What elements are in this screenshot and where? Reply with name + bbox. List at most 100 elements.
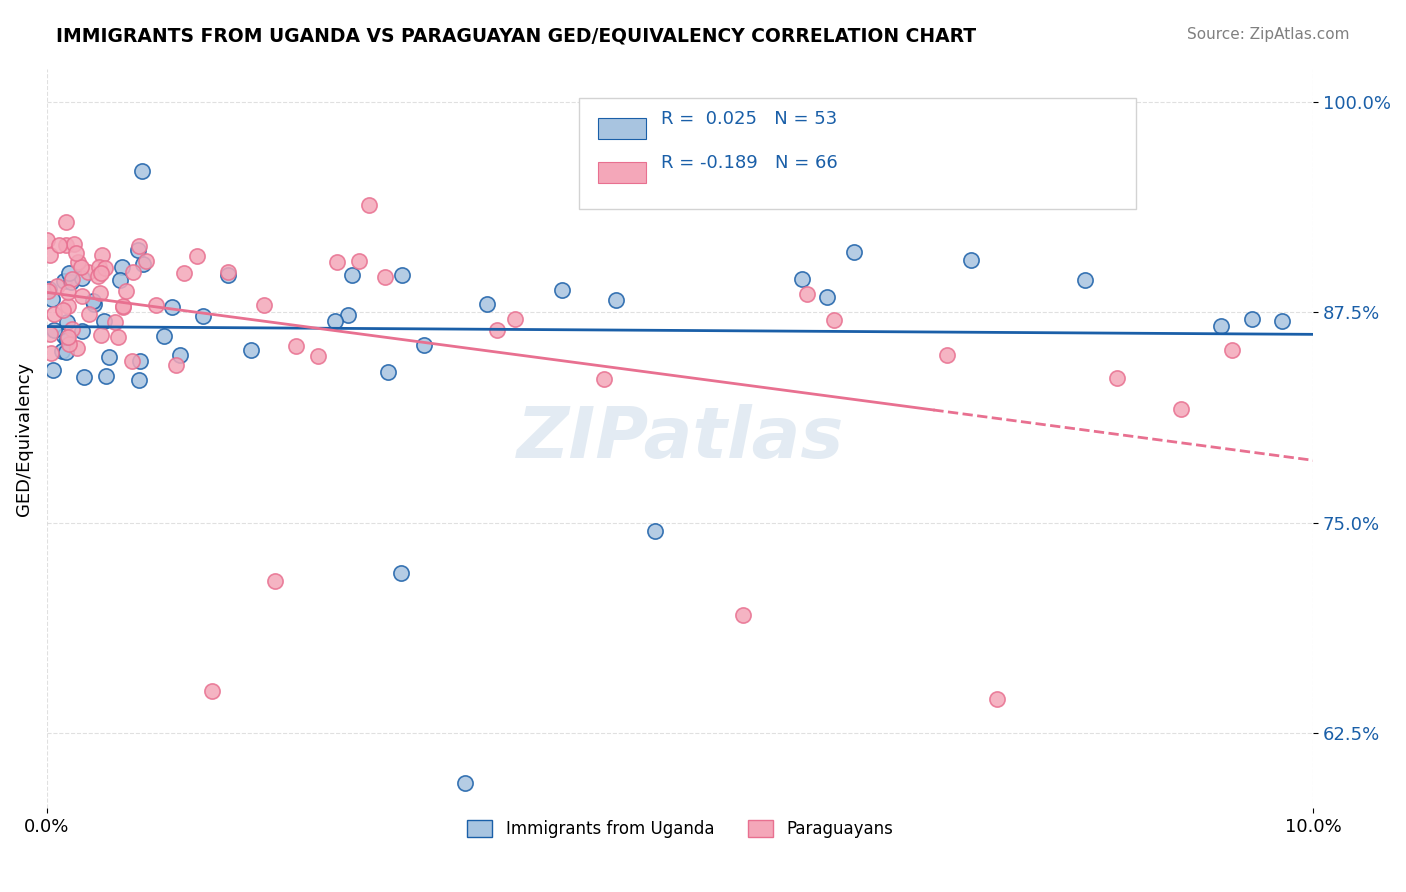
Immigrants from Uganda <box>129 353 152 368</box>
Immigrants from Uganda <box>51 344 73 359</box>
FancyBboxPatch shape <box>579 98 1136 209</box>
Immigrants from Uganda <box>790 271 813 285</box>
Paraguayans <box>94 261 117 276</box>
Paraguayans <box>200 683 222 698</box>
Paraguayans <box>77 265 100 279</box>
Text: Source: ZipAtlas.com: Source: ZipAtlas.com <box>1187 27 1350 42</box>
Immigrants from Uganda <box>53 274 76 288</box>
Paraguayans <box>56 330 79 344</box>
Immigrants from Uganda <box>60 275 83 289</box>
Immigrants from Uganda <box>70 271 93 285</box>
Paraguayans <box>90 328 112 343</box>
Paraguayans <box>374 269 396 284</box>
Paraguayans <box>37 233 59 247</box>
Paraguayans <box>107 330 129 344</box>
Paraguayans <box>48 237 70 252</box>
Immigrants from Uganda <box>323 314 346 328</box>
Paraguayans <box>87 269 110 284</box>
Paraguayans <box>89 285 111 300</box>
Paraguayans <box>486 323 509 337</box>
Bar <box>598 118 645 139</box>
Immigrants from Uganda <box>70 324 93 338</box>
Paraguayans <box>1220 343 1243 357</box>
Paraguayans <box>70 289 93 303</box>
Paraguayans <box>217 265 239 279</box>
Paraguayans <box>1170 402 1192 417</box>
Immigrants from Uganda <box>132 256 155 270</box>
Paraguayans <box>89 260 111 274</box>
Immigrants from Uganda <box>56 315 79 329</box>
Paraguayans <box>56 285 79 300</box>
Paraguayans <box>37 284 59 298</box>
Immigrants from Uganda <box>97 350 120 364</box>
Paraguayans <box>128 239 150 253</box>
Immigrants from Uganda <box>72 369 94 384</box>
Paraguayans <box>55 238 77 252</box>
Immigrants from Uganda <box>644 524 666 538</box>
Immigrants from Uganda <box>191 309 214 323</box>
Immigrants from Uganda <box>340 268 363 282</box>
Immigrants from Uganda <box>93 314 115 328</box>
Paraguayans <box>55 215 77 229</box>
Immigrants from Uganda <box>391 566 413 580</box>
Immigrants from Uganda <box>127 244 149 258</box>
Paraguayans <box>65 341 87 355</box>
Paraguayans <box>90 266 112 280</box>
Immigrants from Uganda <box>131 164 153 178</box>
Immigrants from Uganda <box>1211 318 1233 333</box>
Text: ZIPatlas: ZIPatlas <box>516 404 844 473</box>
Paraguayans <box>60 272 83 286</box>
Immigrants from Uganda <box>605 293 627 307</box>
Paraguayans <box>63 236 86 251</box>
Immigrants from Uganda <box>169 348 191 362</box>
Paraguayans <box>77 307 100 321</box>
Immigrants from Uganda <box>842 245 865 260</box>
Paraguayans <box>307 349 329 363</box>
Immigrants from Uganda <box>128 373 150 387</box>
Immigrants from Uganda <box>55 345 77 359</box>
Paraguayans <box>122 265 145 279</box>
Immigrants from Uganda <box>111 260 134 274</box>
Paraguayans <box>39 345 62 359</box>
Paraguayans <box>56 300 79 314</box>
Paraguayans <box>112 299 135 313</box>
Paraguayans <box>347 254 370 268</box>
Paraguayans <box>111 300 134 314</box>
Paraguayans <box>986 692 1008 706</box>
Paraguayans <box>503 311 526 326</box>
Paraguayans <box>285 339 308 353</box>
Paraguayans <box>52 303 75 318</box>
Immigrants from Uganda <box>152 328 174 343</box>
Paraguayans <box>1105 371 1128 385</box>
Paraguayans <box>796 287 818 301</box>
Immigrants from Uganda <box>960 253 983 268</box>
Immigrants from Uganda <box>83 297 105 311</box>
Paraguayans <box>104 315 127 329</box>
Paraguayans <box>67 254 90 268</box>
Immigrants from Uganda <box>160 301 183 315</box>
Paraguayans <box>253 297 276 311</box>
Immigrants from Uganda <box>1271 313 1294 327</box>
Paraguayans <box>42 307 65 321</box>
Paraguayans <box>121 353 143 368</box>
Paraguayans <box>173 266 195 280</box>
Immigrants from Uganda <box>391 268 413 282</box>
Paraguayans <box>359 198 381 212</box>
Immigrants from Uganda <box>337 308 360 322</box>
Immigrants from Uganda <box>94 369 117 384</box>
Immigrants from Uganda <box>82 293 104 308</box>
Immigrants from Uganda <box>1240 311 1263 326</box>
Paraguayans <box>936 348 959 362</box>
Paraguayans <box>186 250 208 264</box>
Paraguayans <box>65 246 87 260</box>
Legend: Immigrants from Uganda, Paraguayans: Immigrants from Uganda, Paraguayans <box>461 813 900 845</box>
Paraguayans <box>165 359 187 373</box>
Paraguayans <box>45 279 67 293</box>
Immigrants from Uganda <box>412 338 434 352</box>
Immigrants from Uganda <box>41 293 63 307</box>
Immigrants from Uganda <box>454 776 477 790</box>
Paraguayans <box>824 313 846 327</box>
Paraguayans <box>593 372 616 386</box>
Paraguayans <box>114 285 136 299</box>
Immigrants from Uganda <box>53 329 76 343</box>
